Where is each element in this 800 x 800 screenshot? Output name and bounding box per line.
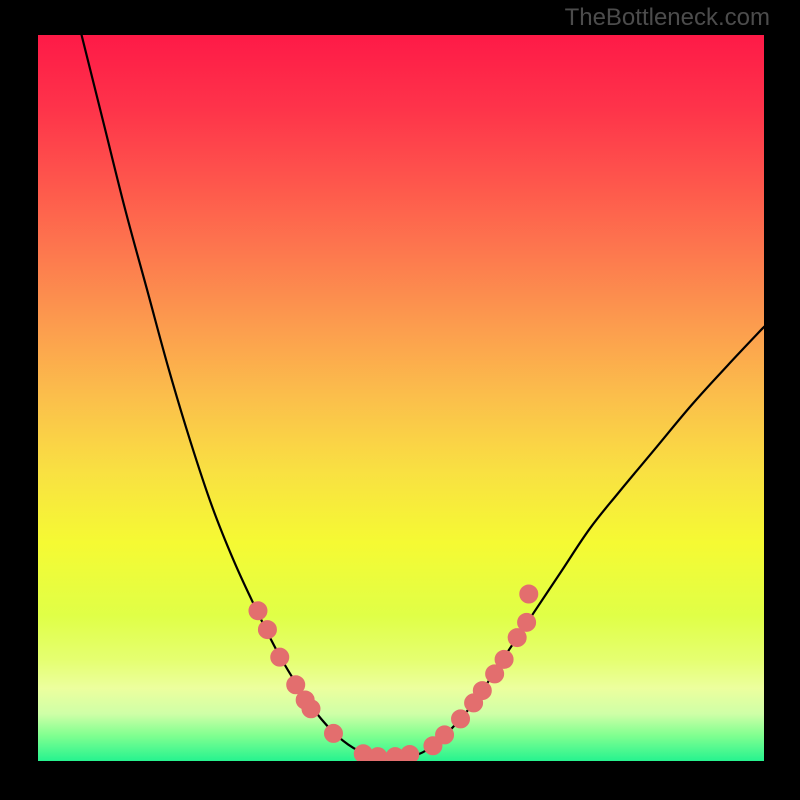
- watermark-text: TheBottleneck.com: [565, 4, 770, 32]
- curve-marker: [473, 682, 491, 700]
- plot-gradient-background: [38, 35, 764, 761]
- curve-marker: [302, 700, 320, 718]
- curve-marker: [495, 650, 513, 668]
- curve-marker: [324, 724, 342, 742]
- curve-marker: [436, 726, 454, 744]
- curve-marker: [518, 613, 536, 631]
- bottleneck-curve-chart: [0, 0, 800, 800]
- chart-container: TheBottleneck.com: [0, 0, 800, 800]
- curve-marker: [258, 621, 276, 639]
- curve-marker: [271, 648, 289, 666]
- curve-marker: [249, 602, 267, 620]
- curve-marker: [401, 745, 419, 763]
- curve-marker: [452, 710, 470, 728]
- curve-marker: [520, 585, 538, 603]
